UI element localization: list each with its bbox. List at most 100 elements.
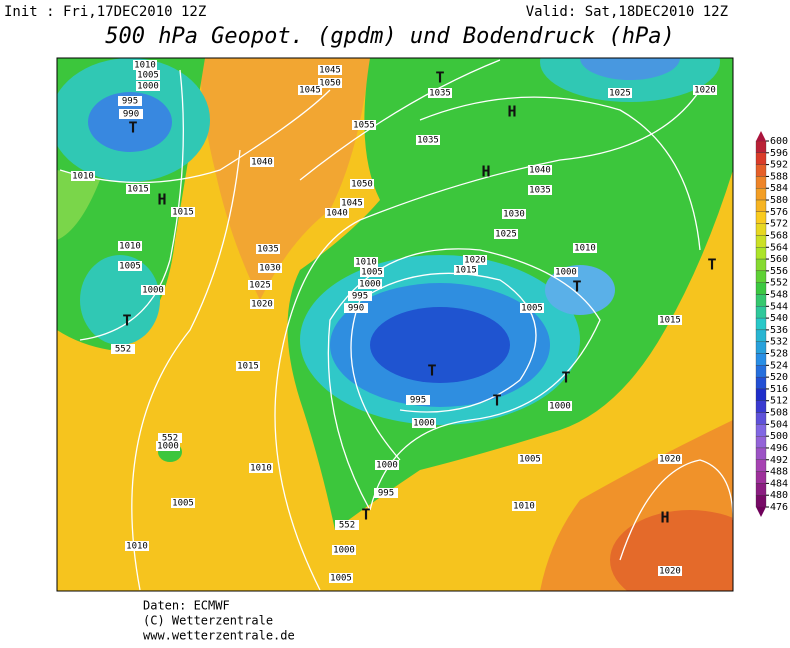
color-segment: [755, 176, 767, 189]
label-bg: [119, 109, 143, 119]
label-bg: [374, 488, 398, 498]
isobar-label: 1020: [251, 300, 273, 310]
footer-line: (C) Wetterzentrale: [143, 614, 273, 628]
pressure-centre: T: [361, 506, 370, 524]
isobar-label: 1000: [359, 280, 381, 290]
label-bg: [406, 395, 430, 405]
isobar-label: 995: [122, 97, 138, 107]
label-bg: [494, 229, 518, 239]
pressure-centre: H: [481, 163, 490, 181]
label-bg: [348, 291, 372, 301]
color-segment: [755, 483, 767, 496]
label-bg: [126, 184, 150, 194]
isobar-label: 552: [162, 434, 178, 444]
label-bg: [256, 244, 280, 254]
color-segment: [755, 247, 767, 260]
color-bar: 6005965925885845805765725685645605565525…: [755, 131, 788, 517]
label-bg: [358, 279, 382, 289]
pressure-centre: T: [122, 312, 131, 330]
isobar-label: 1005: [330, 574, 352, 584]
isobar-label: 1000: [376, 461, 398, 471]
isobar-label: 990: [348, 304, 364, 314]
isobar-label: 1025: [249, 281, 271, 291]
isobar-label: 990: [123, 110, 139, 120]
isobar-label: 1020: [694, 86, 716, 96]
isobar-label: 1005: [361, 268, 383, 278]
isobar-label: 1000: [413, 419, 435, 429]
tick-label: 572: [770, 219, 788, 230]
tick-label: 496: [770, 443, 788, 454]
isobar-label: 1010: [513, 502, 535, 512]
color-segment: [755, 495, 767, 508]
label-bg: [325, 208, 349, 218]
tick-label: 524: [770, 360, 788, 371]
label-bg: [340, 198, 364, 208]
color-segment: [755, 294, 767, 307]
isobar-label: 1005: [119, 262, 141, 272]
map-field: [57, 58, 733, 591]
color-segment: [755, 306, 767, 319]
isobar-label: 1000: [137, 82, 159, 92]
label-bg: [554, 267, 578, 277]
label-bg: [428, 88, 452, 98]
tick-label: 488: [770, 467, 788, 478]
color-segment: [755, 140, 767, 153]
isobar-label: 1040: [326, 209, 348, 219]
color-segment: [755, 365, 767, 378]
isobar-label: 1050: [351, 180, 373, 190]
isobar-label: 1005: [172, 499, 194, 509]
label-bg: [136, 81, 160, 91]
label-bg: [158, 433, 182, 443]
pressure-centre: T: [435, 69, 444, 87]
tick-label: 576: [770, 207, 788, 218]
pressure-centre: H: [157, 191, 166, 209]
isobar-label: 1035: [417, 136, 439, 146]
label-bg: [528, 185, 552, 195]
color-segment: [755, 188, 767, 201]
tick-label: 480: [770, 490, 788, 501]
color-segment: [755, 211, 767, 224]
isobar-label: 1055: [353, 121, 375, 131]
color-segment: [755, 329, 767, 342]
label-bg: [248, 280, 272, 290]
label-bg: [118, 261, 142, 271]
tick-label: 476: [770, 502, 788, 513]
label-bg: [136, 70, 160, 80]
isobar-label: 1010: [134, 61, 156, 71]
isobar-label: 1010: [355, 258, 377, 268]
isobar-label: 1025: [495, 230, 517, 240]
label-bg: [528, 165, 552, 175]
isobar-label: 1045: [341, 199, 363, 209]
pressure-centre: T: [561, 369, 570, 387]
pressure-centre: T: [572, 278, 581, 296]
tick-label: 544: [770, 301, 788, 312]
tick-label: 548: [770, 289, 788, 300]
tick-label: 592: [770, 160, 788, 171]
label-bg: [298, 85, 322, 95]
label-bg: [318, 78, 342, 88]
isobar-label: 1030: [503, 210, 525, 220]
isobar-label: 1035: [257, 245, 279, 255]
isobar-label: 1035: [529, 186, 551, 196]
color-segment: [755, 424, 767, 437]
pressure-centre: T: [427, 362, 436, 380]
tick-label: 580: [770, 195, 788, 206]
label-bg: [118, 96, 142, 106]
label-bg: [693, 85, 717, 95]
isobar-label: 1050: [319, 79, 341, 89]
label-bg: [658, 454, 682, 464]
label-bg: [318, 65, 342, 75]
isobar-label: 995: [378, 489, 394, 499]
tick-label: 528: [770, 349, 788, 360]
footer-line: Daten: ECMWF: [143, 599, 230, 613]
label-bg: [141, 285, 165, 295]
label-bg: [548, 401, 572, 411]
isobar-label: 1020: [659, 455, 681, 465]
color-segment: [755, 353, 767, 366]
color-arrow: [756, 507, 766, 517]
label-bg: [502, 209, 526, 219]
label-bg: [171, 207, 195, 217]
label-bg: [250, 299, 274, 309]
tick-label: 532: [770, 337, 788, 348]
